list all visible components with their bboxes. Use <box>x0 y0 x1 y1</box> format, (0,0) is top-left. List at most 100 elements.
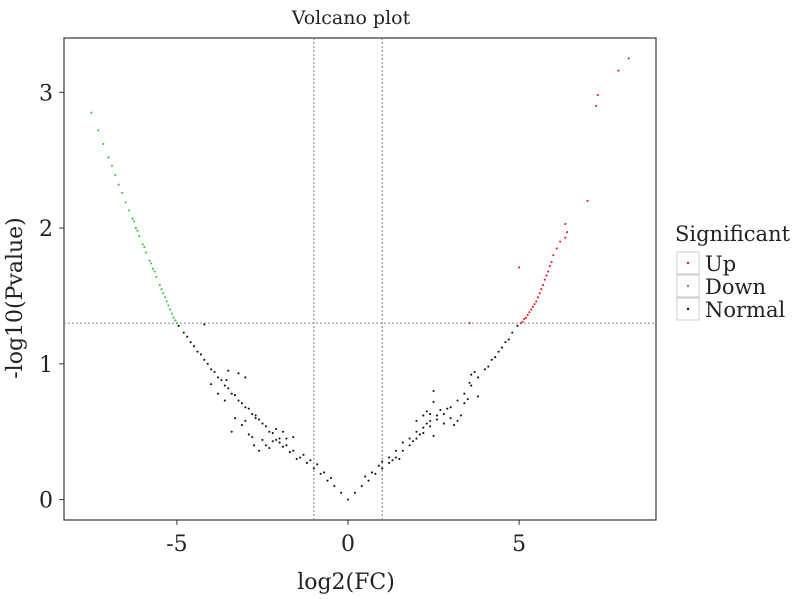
point-up <box>528 311 531 314</box>
point-up <box>617 69 620 72</box>
point-normal <box>500 346 504 349</box>
point-normal <box>422 414 425 417</box>
point-normal <box>323 471 326 474</box>
point-down <box>90 111 93 114</box>
point-down <box>162 292 165 295</box>
point-normal <box>360 485 363 488</box>
point-down <box>160 288 163 291</box>
point-normal <box>394 456 397 459</box>
point-normal <box>442 413 445 416</box>
point-normal <box>511 331 514 334</box>
point-normal <box>394 449 397 452</box>
point-normal <box>281 445 285 448</box>
point-normal <box>353 491 356 494</box>
point-up <box>550 260 553 264</box>
point-up <box>564 236 567 239</box>
y-tick-label: 0 <box>39 489 53 514</box>
point-down <box>138 235 141 238</box>
point-up <box>559 240 562 243</box>
legend-title: Significant <box>675 222 791 246</box>
point-normal <box>213 370 216 374</box>
point-up <box>538 292 541 295</box>
point-normal <box>251 413 254 416</box>
point-normal <box>333 485 336 488</box>
point-normal <box>388 461 391 465</box>
point-normal <box>370 471 374 474</box>
point-normal <box>210 368 213 371</box>
point-normal <box>312 467 315 470</box>
point-normal <box>415 419 418 422</box>
point-normal <box>442 422 445 425</box>
point-normal <box>234 394 237 397</box>
point-up <box>468 322 471 325</box>
point-down <box>114 174 117 177</box>
point-up <box>535 300 538 303</box>
legend-label-down: Down <box>705 275 766 299</box>
point-normal <box>216 392 220 395</box>
point-normal <box>230 430 233 433</box>
point-normal <box>225 379 228 382</box>
point-normal <box>483 368 486 371</box>
legend-label-up: Up <box>705 252 736 276</box>
point-up <box>552 254 555 257</box>
point-normal <box>189 341 192 344</box>
point-normal <box>470 373 473 376</box>
point-normal <box>490 358 493 361</box>
point-up <box>533 303 536 306</box>
point-normal <box>418 433 421 436</box>
point-normal <box>275 427 278 431</box>
point-normal <box>261 438 264 441</box>
point-up <box>540 288 543 291</box>
point-up <box>545 274 548 277</box>
point-down <box>127 209 131 212</box>
point-normal <box>408 444 411 447</box>
point-normal <box>264 425 267 428</box>
point-normal <box>220 379 223 382</box>
point-down <box>117 183 120 186</box>
point-up <box>542 284 545 287</box>
point-normal <box>305 461 309 465</box>
point-down <box>148 259 151 262</box>
point-normal <box>261 422 264 425</box>
point-normal <box>415 437 418 440</box>
point-normal <box>381 460 384 463</box>
point-normal <box>247 407 250 410</box>
point-normal <box>401 449 404 452</box>
point-normal <box>227 369 230 372</box>
point-normal <box>398 457 401 460</box>
point-normal <box>374 472 377 475</box>
point-normal <box>285 437 288 440</box>
point-normal <box>468 381 471 384</box>
point-normal <box>264 444 267 447</box>
point-down <box>169 308 172 311</box>
point-up <box>524 316 528 319</box>
y-tick-label: 2 <box>39 217 53 242</box>
point-normal <box>422 426 425 429</box>
point-normal <box>326 479 329 482</box>
point-down <box>110 164 113 167</box>
point-normal <box>288 451 291 454</box>
point-normal <box>230 392 233 395</box>
point-normal <box>401 441 404 444</box>
point-normal <box>329 476 332 479</box>
point-normal <box>223 399 226 402</box>
point-normal <box>278 437 281 440</box>
point-down <box>134 227 137 230</box>
point-normal <box>199 353 202 356</box>
point-normal <box>456 399 459 402</box>
point-normal <box>223 384 226 387</box>
point-down <box>143 246 146 249</box>
point-up <box>596 93 599 97</box>
point-down <box>107 156 110 159</box>
point-normal <box>319 472 322 475</box>
point-down <box>136 229 139 232</box>
chart-title: Volcano plot <box>291 7 411 29</box>
legend-label-normal: Normal <box>705 298 785 322</box>
point-normal <box>210 383 213 386</box>
point-normal <box>415 430 418 433</box>
point-up <box>526 313 529 317</box>
point-normal <box>251 436 254 439</box>
point-down <box>124 201 127 204</box>
point-normal <box>258 449 261 452</box>
